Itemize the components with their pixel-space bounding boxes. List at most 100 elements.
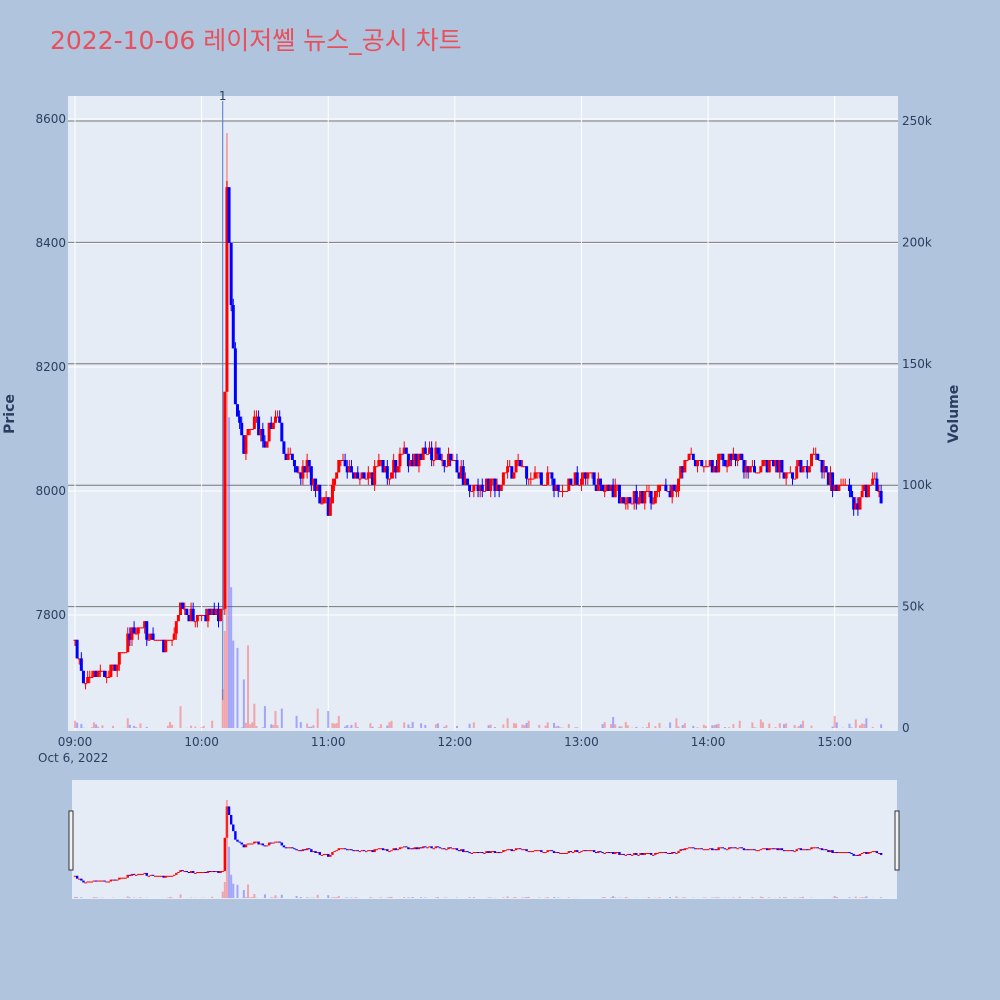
volume-bar bbox=[702, 724, 705, 728]
candle-body bbox=[324, 497, 328, 499]
candle-body bbox=[86, 677, 90, 684]
mini-candle bbox=[238, 841, 241, 843]
mini-volume-bar bbox=[647, 897, 650, 898]
mini-candle bbox=[265, 845, 269, 847]
mini-volume-bar bbox=[350, 897, 353, 898]
candle-body bbox=[489, 478, 493, 491]
mini-candle bbox=[455, 848, 459, 851]
candle-body bbox=[390, 472, 394, 479]
range-slider-left-handle[interactable] bbox=[68, 810, 74, 871]
candle-body bbox=[172, 633, 176, 640]
candle-body bbox=[518, 460, 522, 467]
volume-bar bbox=[692, 725, 695, 728]
candle-body bbox=[598, 478, 602, 485]
candle-body bbox=[499, 484, 503, 491]
candle-body bbox=[491, 478, 495, 480]
mini-candle bbox=[816, 847, 820, 849]
mini-candle bbox=[561, 853, 564, 854]
candle-body bbox=[75, 639, 79, 659]
volume-bar bbox=[280, 708, 283, 728]
mini-volume-bar bbox=[230, 874, 233, 898]
volume-bar bbox=[557, 725, 560, 728]
candle-body bbox=[476, 484, 480, 491]
candle-body bbox=[742, 460, 746, 473]
candle-body bbox=[721, 453, 725, 460]
candle-body bbox=[347, 466, 351, 473]
candle-body bbox=[208, 608, 212, 615]
candle-body bbox=[624, 503, 628, 505]
mini-volume-bar bbox=[369, 897, 372, 898]
candle-body bbox=[767, 460, 771, 473]
volume-bar bbox=[316, 708, 319, 728]
mini-candle bbox=[833, 852, 836, 854]
candle-body bbox=[143, 621, 147, 628]
mini-candle bbox=[787, 850, 790, 852]
volume-bar bbox=[493, 727, 496, 728]
volume-bar bbox=[80, 723, 83, 728]
candle-body bbox=[731, 453, 735, 460]
mini-candle bbox=[166, 875, 170, 877]
mini-candle bbox=[396, 849, 400, 851]
candle-body bbox=[404, 447, 408, 454]
mini-volume-bar bbox=[434, 897, 437, 898]
candle-body bbox=[231, 305, 235, 349]
volume-bar bbox=[434, 724, 437, 728]
candle-body bbox=[204, 615, 208, 622]
range-slider-preview bbox=[73, 800, 883, 898]
mini-candle bbox=[384, 849, 387, 851]
volume-bar bbox=[778, 723, 781, 728]
mini-volume-bar bbox=[799, 897, 802, 898]
volume-bar bbox=[135, 727, 138, 728]
candle-body bbox=[725, 466, 729, 468]
candle-body bbox=[839, 484, 843, 486]
volume-bar bbox=[797, 725, 800, 728]
candle-body bbox=[295, 466, 299, 473]
volume-bar bbox=[614, 724, 617, 728]
candle-body bbox=[537, 472, 541, 474]
candle-body bbox=[573, 472, 577, 485]
mini-candle bbox=[664, 852, 668, 854]
candle-body bbox=[503, 472, 507, 474]
volume-bar bbox=[308, 726, 311, 728]
mini-volume-bar bbox=[489, 897, 492, 898]
mini-candle bbox=[504, 850, 507, 852]
mini-volume-bar bbox=[538, 897, 541, 898]
mini-candle bbox=[179, 870, 182, 872]
range-slider-right-handle[interactable] bbox=[894, 810, 900, 871]
candle-body bbox=[90, 677, 94, 678]
mini-candle bbox=[327, 853, 330, 857]
mini-candle bbox=[601, 852, 604, 854]
mini-candle bbox=[829, 850, 832, 853]
range-slider-background[interactable] bbox=[72, 780, 897, 899]
candle-body bbox=[107, 677, 111, 678]
mini-candle bbox=[103, 880, 106, 882]
mini-candle bbox=[630, 854, 634, 856]
mini-candle bbox=[299, 850, 302, 852]
mini-candle bbox=[597, 851, 600, 853]
candle-body bbox=[854, 503, 858, 510]
volume-bar bbox=[168, 721, 171, 728]
candle-body bbox=[506, 466, 510, 473]
candle-body bbox=[746, 466, 750, 473]
candle-body bbox=[341, 460, 345, 461]
candle-body bbox=[636, 503, 640, 505]
mini-candle bbox=[126, 874, 129, 878]
mini-candle bbox=[858, 853, 862, 856]
candle-body bbox=[459, 466, 463, 479]
mini-candle bbox=[740, 847, 744, 849]
volume-bar bbox=[512, 723, 515, 728]
candle-body bbox=[179, 602, 183, 615]
volume-bar bbox=[799, 724, 802, 728]
candle-body bbox=[847, 484, 851, 491]
mini-candle bbox=[158, 875, 161, 877]
candle-body bbox=[522, 466, 526, 468]
mini-candle bbox=[616, 852, 619, 854]
candle-body bbox=[223, 391, 227, 609]
volume-bar bbox=[601, 724, 604, 728]
candle-body bbox=[428, 447, 432, 454]
mini-candle bbox=[869, 852, 872, 854]
volume-bar bbox=[713, 725, 716, 728]
main-plot-area[interactable] bbox=[68, 96, 898, 731]
mini-candle bbox=[715, 849, 718, 851]
candle-body bbox=[337, 460, 341, 473]
